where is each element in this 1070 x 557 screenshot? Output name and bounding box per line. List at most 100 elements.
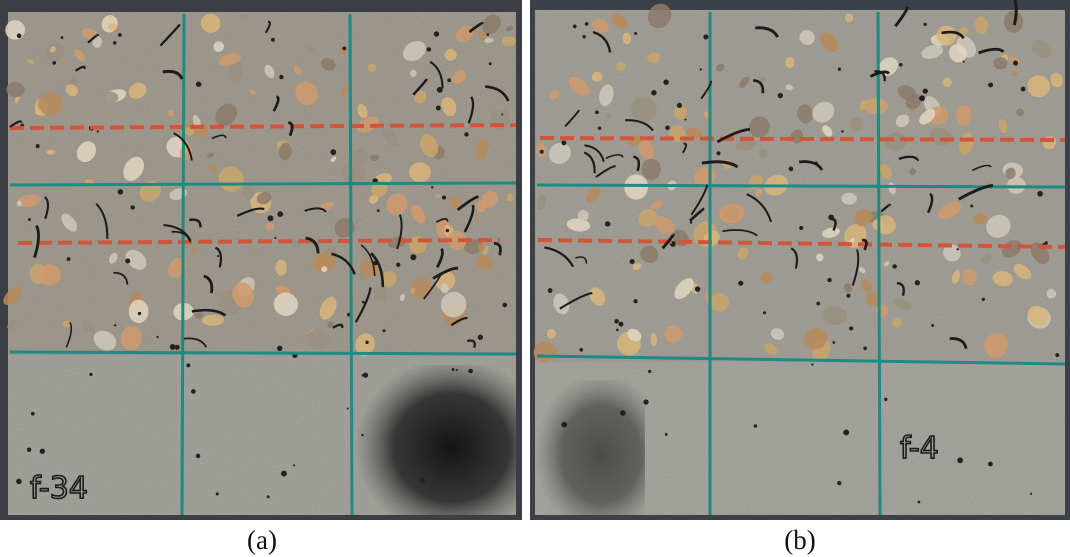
pore (863, 346, 867, 350)
pore (616, 329, 619, 332)
pore (716, 151, 720, 155)
pore (138, 312, 141, 315)
pore (633, 299, 637, 303)
pore (957, 248, 959, 250)
pore (963, 61, 965, 63)
pore (196, 82, 201, 87)
pore (464, 132, 468, 136)
pore (789, 167, 794, 172)
pore (196, 454, 201, 459)
pore (643, 399, 648, 404)
pore (1055, 353, 1059, 357)
pore (695, 286, 700, 291)
pore (271, 38, 275, 42)
pore (466, 428, 471, 433)
pore (579, 348, 583, 352)
pore (330, 149, 336, 155)
pore (281, 471, 287, 477)
pore (118, 33, 122, 37)
pore (690, 221, 693, 224)
pore (619, 322, 624, 327)
specimen-label: f-4 (900, 431, 939, 466)
pore (267, 495, 270, 498)
pore (431, 186, 433, 188)
pore (363, 372, 368, 377)
pore (17, 33, 22, 38)
pore (957, 457, 963, 463)
pore (548, 288, 553, 293)
pore (434, 31, 439, 36)
pore (377, 209, 380, 212)
pore (446, 229, 449, 232)
pore (489, 62, 492, 65)
caption: (b) (784, 525, 815, 555)
pore (277, 346, 282, 351)
pore (365, 341, 368, 344)
pore (846, 294, 850, 298)
pore (843, 429, 849, 435)
pore (113, 41, 117, 45)
pore (31, 412, 35, 416)
pore (700, 68, 702, 70)
pore (89, 373, 92, 376)
pore (919, 95, 925, 101)
pore (684, 119, 686, 121)
pore (503, 303, 508, 308)
pore (362, 301, 365, 304)
pore (217, 255, 219, 257)
pore (837, 481, 841, 485)
pore (1021, 87, 1026, 92)
pore (540, 150, 544, 154)
pore (440, 423, 444, 427)
pore (170, 344, 176, 350)
aggregate (129, 300, 149, 323)
pore (982, 298, 985, 301)
pore (97, 130, 99, 132)
aggregate (275, 259, 286, 275)
pore (277, 211, 283, 217)
pore (347, 407, 349, 409)
specimen-label: f-34 (30, 471, 88, 506)
pore (582, 35, 585, 38)
pore (738, 281, 743, 286)
pore (634, 32, 637, 35)
pore (778, 93, 783, 98)
pore (383, 329, 386, 332)
pore (268, 215, 274, 221)
pore (1045, 241, 1048, 244)
figure: f-34 (a) f-4 (b) (0, 0, 1070, 557)
pore (40, 449, 45, 454)
pore (396, 263, 400, 267)
pore (274, 237, 276, 239)
pore (833, 341, 836, 344)
pore (1013, 61, 1018, 66)
pore (665, 433, 668, 436)
pore (573, 24, 577, 28)
pore (501, 113, 503, 115)
pore (884, 398, 887, 401)
pore (452, 368, 455, 371)
pore (561, 422, 567, 428)
pore (61, 36, 64, 39)
pore (114, 324, 116, 326)
pore (899, 63, 902, 66)
pore (468, 369, 473, 374)
pore (988, 82, 993, 87)
pore (456, 369, 458, 371)
grid-line (10, 352, 516, 354)
pore (16, 479, 22, 485)
pore (442, 195, 446, 199)
pore (970, 205, 973, 208)
grid-line (182, 14, 184, 515)
caption: (a) (247, 525, 277, 555)
burn-mark (535, 380, 645, 515)
pore (420, 478, 426, 484)
pore (52, 61, 56, 65)
pore (447, 78, 451, 82)
pore (436, 106, 441, 111)
pore (931, 324, 934, 327)
pore (130, 205, 134, 209)
aggregate (624, 174, 648, 199)
pore (595, 110, 599, 114)
pore (811, 363, 813, 365)
